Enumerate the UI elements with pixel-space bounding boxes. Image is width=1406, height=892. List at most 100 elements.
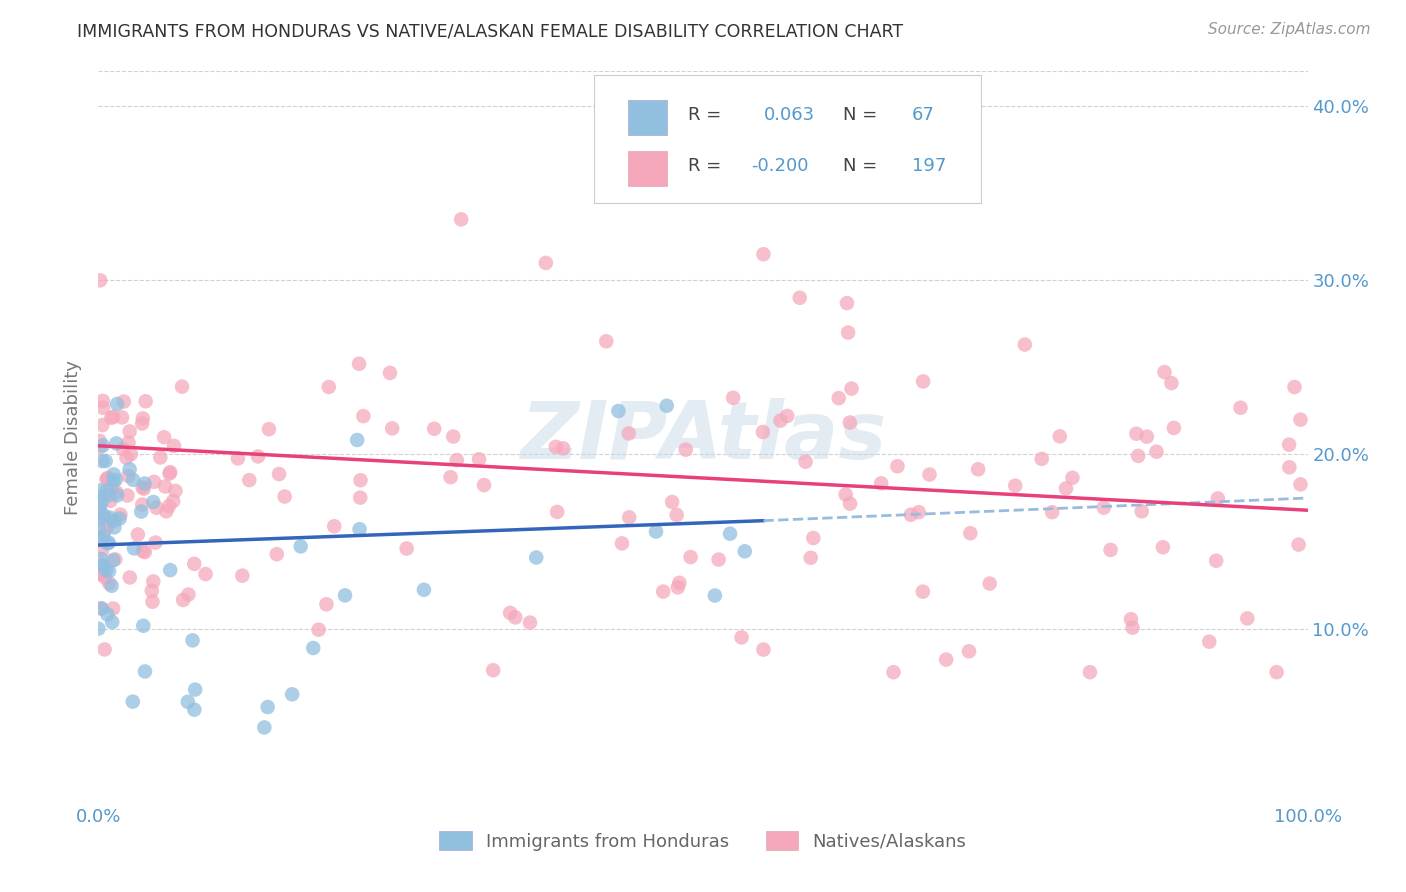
Point — [120, 447, 142, 461]
Point — [619, 510, 641, 524]
Point — [177, 587, 200, 601]
Text: 0.063: 0.063 — [763, 106, 814, 124]
Point — [801, 531, 824, 545]
Point — [617, 426, 640, 441]
Point — [155, 504, 177, 518]
Point — [159, 467, 181, 481]
Point — [170, 379, 193, 393]
Point — [97, 472, 120, 486]
Text: R =: R = — [689, 158, 721, 176]
Point — [835, 296, 858, 310]
Point — [145, 535, 167, 549]
FancyBboxPatch shape — [628, 100, 666, 135]
Point — [118, 462, 141, 476]
Point — [1128, 449, 1150, 463]
Point — [100, 410, 122, 425]
Point — [645, 524, 668, 539]
Point — [93, 529, 115, 543]
Point — [837, 326, 859, 340]
Point — [183, 703, 205, 717]
Point — [132, 544, 155, 558]
Point — [159, 465, 181, 479]
Point — [87, 532, 110, 546]
Point — [439, 470, 461, 484]
Point — [129, 505, 152, 519]
Point — [423, 422, 446, 436]
Point — [91, 558, 114, 573]
Point — [105, 485, 128, 500]
Point — [91, 401, 114, 415]
Point — [1163, 421, 1185, 435]
Point — [172, 593, 194, 607]
Point — [1014, 337, 1036, 351]
Point — [661, 495, 683, 509]
Legend: Immigrants from Honduras, Natives/Alaskans: Immigrants from Honduras, Natives/Alaska… — [430, 822, 976, 860]
Point — [97, 488, 120, 502]
Point — [134, 545, 156, 559]
Point — [231, 568, 253, 582]
Point — [349, 491, 371, 505]
Y-axis label: Female Disability: Female Disability — [65, 359, 83, 515]
Point — [91, 438, 114, 452]
Point — [911, 584, 934, 599]
Point — [789, 291, 811, 305]
Point — [101, 601, 124, 615]
Point — [1289, 412, 1312, 426]
Point — [1153, 365, 1175, 379]
Point — [707, 552, 730, 566]
Point — [1040, 505, 1063, 519]
Point — [1160, 376, 1182, 390]
FancyBboxPatch shape — [595, 75, 981, 203]
Point — [918, 467, 941, 482]
Point — [90, 567, 112, 582]
Point — [347, 357, 370, 371]
Point — [1049, 429, 1071, 443]
Point — [94, 522, 117, 536]
Point — [105, 488, 128, 502]
Point — [181, 633, 204, 648]
Point — [544, 440, 567, 454]
Point — [97, 517, 120, 532]
Point — [90, 495, 112, 509]
Point — [302, 640, 325, 655]
Point — [318, 380, 340, 394]
Point — [153, 430, 176, 444]
Point — [89, 531, 111, 545]
Point — [534, 256, 557, 270]
Point — [352, 409, 374, 423]
Point — [238, 473, 260, 487]
Point — [97, 535, 120, 549]
Point — [143, 475, 166, 489]
Text: Source: ZipAtlas.com: Source: ZipAtlas.com — [1208, 22, 1371, 37]
Point — [132, 618, 155, 632]
Point — [266, 547, 288, 561]
Point — [1122, 621, 1144, 635]
Point — [135, 394, 157, 409]
Point — [159, 563, 181, 577]
Point — [122, 473, 145, 487]
Point — [87, 521, 110, 535]
Point — [121, 695, 143, 709]
Point — [679, 550, 702, 565]
Point — [834, 487, 856, 501]
Point — [349, 522, 371, 536]
Point — [1099, 542, 1122, 557]
Point — [381, 421, 404, 435]
Point — [595, 334, 617, 349]
Point — [553, 442, 575, 456]
Point — [90, 601, 112, 615]
Point — [979, 576, 1001, 591]
Point — [103, 475, 125, 489]
Point — [91, 558, 114, 573]
Point — [886, 459, 908, 474]
Point — [1198, 634, 1220, 648]
Point — [1078, 665, 1101, 680]
Point — [100, 579, 122, 593]
Point — [131, 480, 153, 494]
Point — [290, 540, 312, 554]
Point — [90, 567, 112, 582]
Point — [253, 721, 276, 735]
Point — [90, 552, 112, 566]
Point — [132, 411, 155, 425]
Point — [1152, 540, 1174, 554]
